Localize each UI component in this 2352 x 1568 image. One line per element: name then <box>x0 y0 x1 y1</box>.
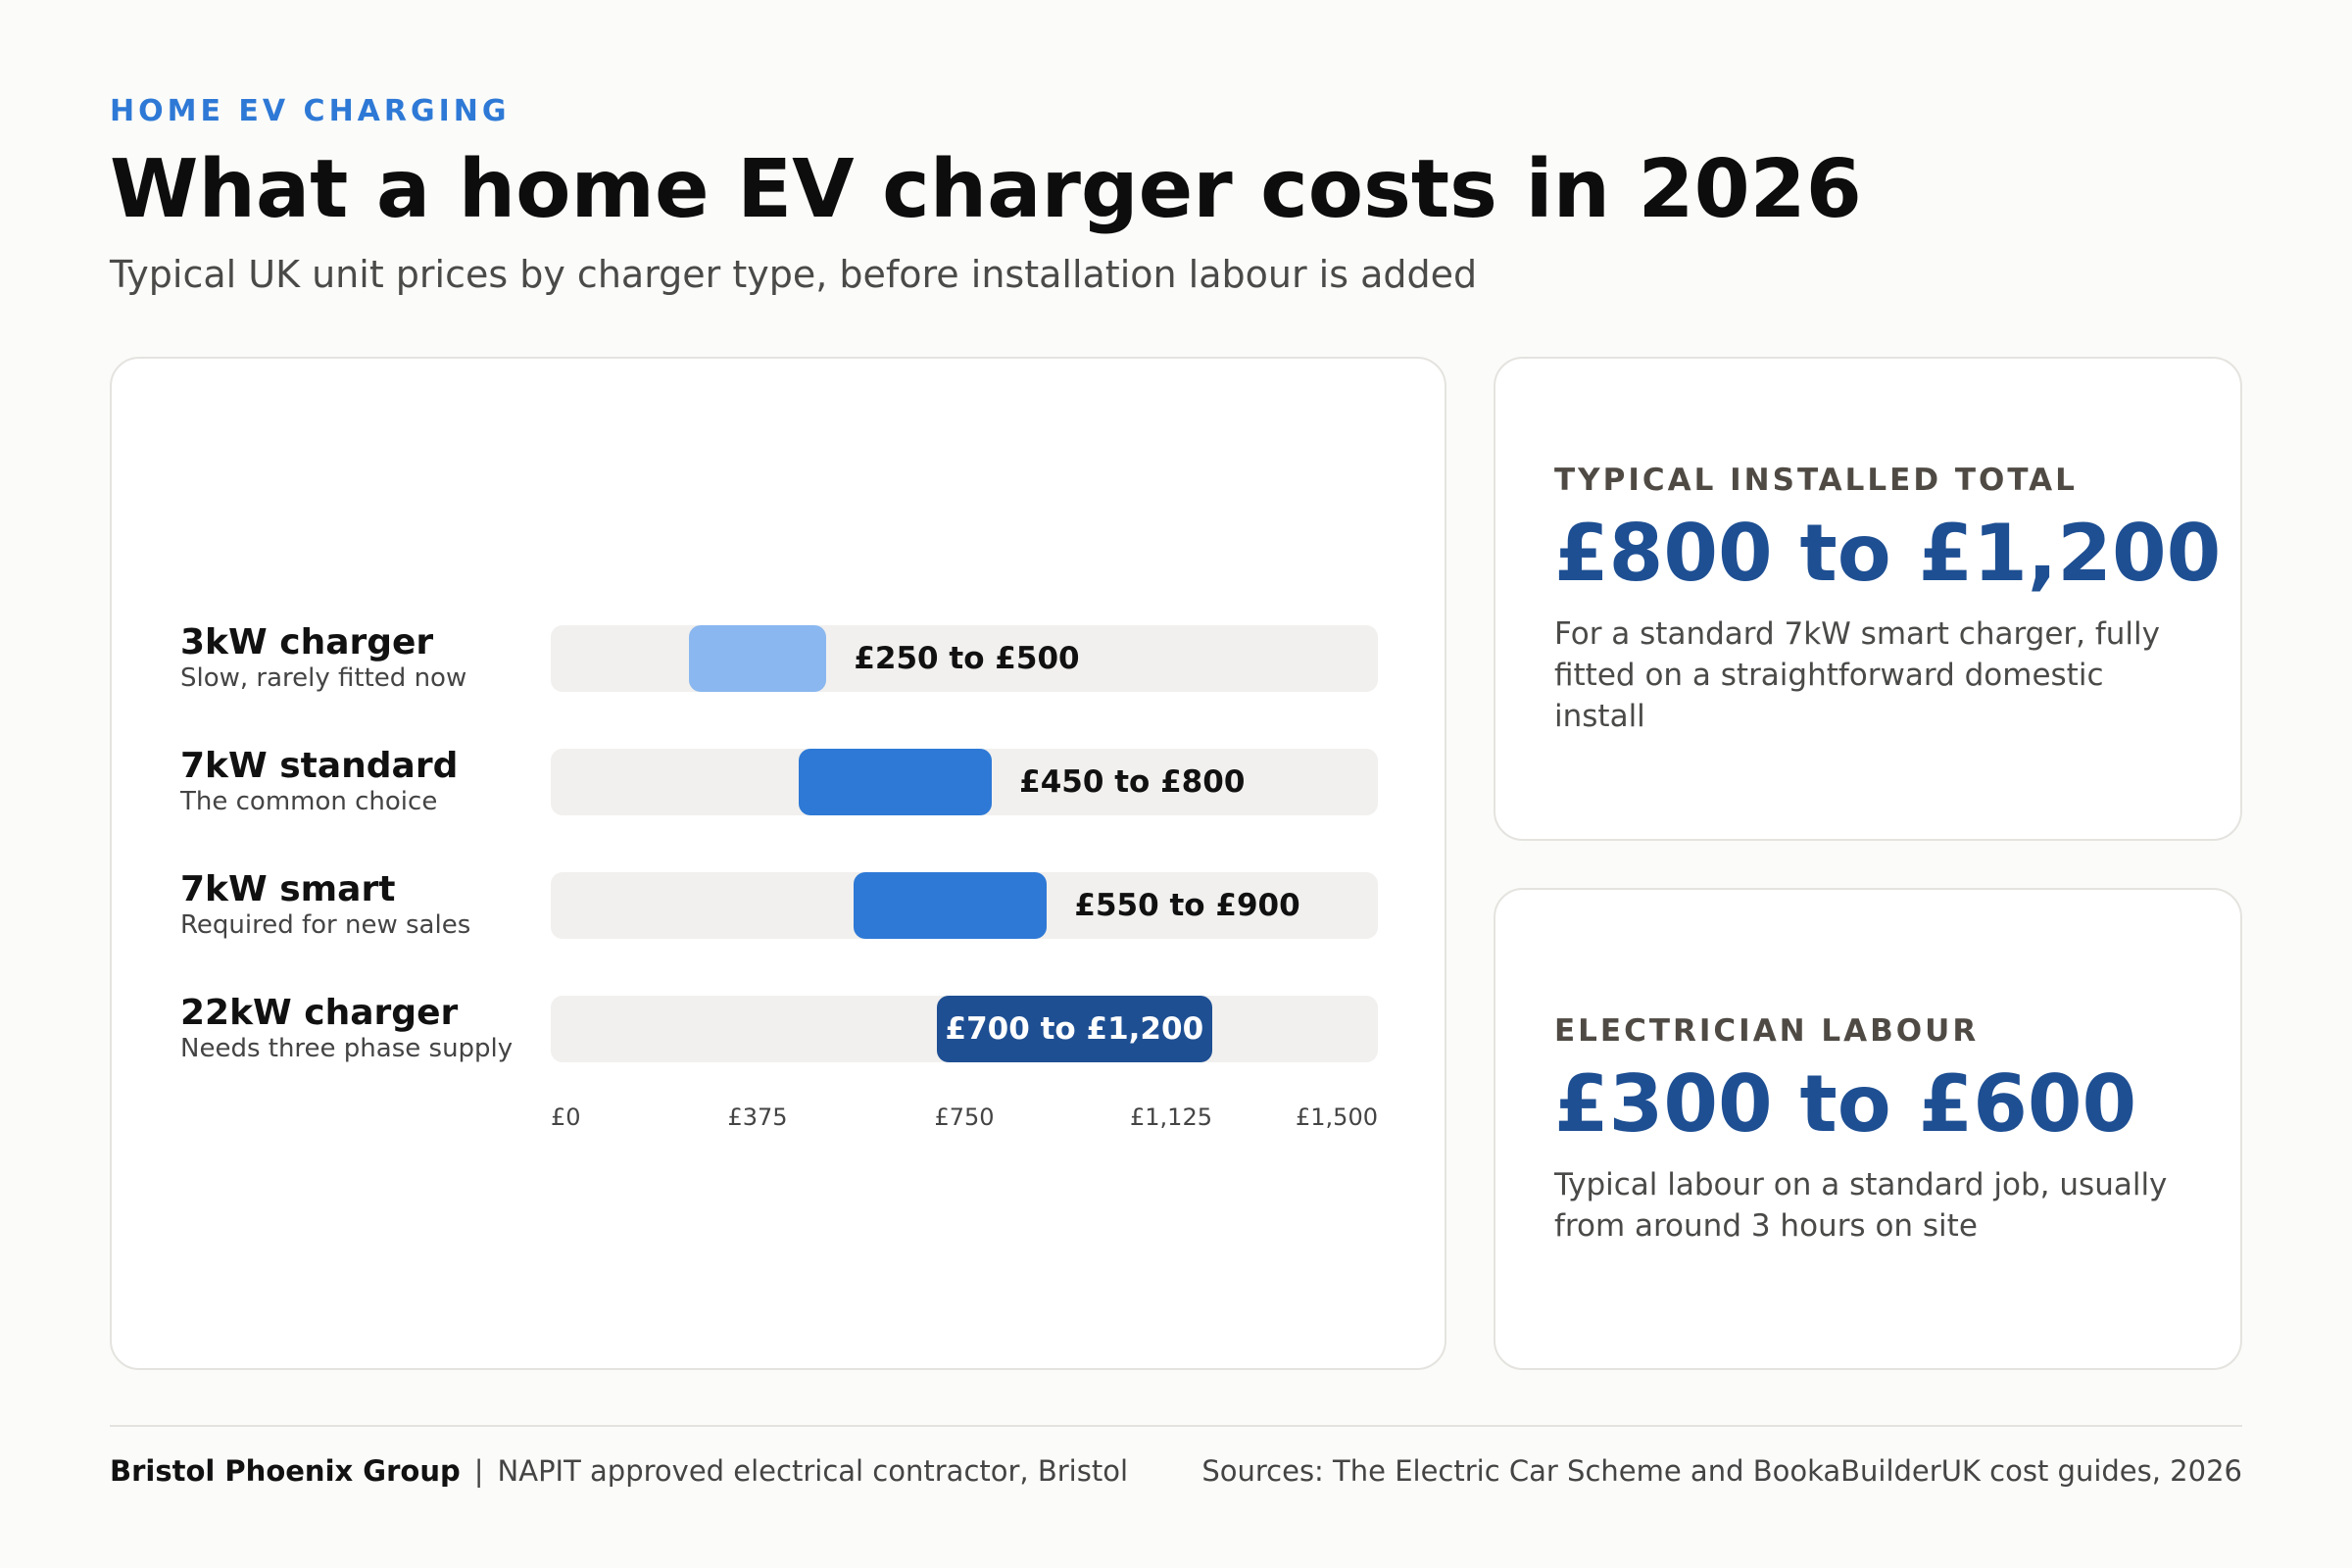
x-tick-label: £750 <box>934 1103 995 1131</box>
stat-value: £800 to £1,200 <box>1554 508 2222 599</box>
stat-eyebrow: TYPICAL INSTALLED TOTAL <box>1554 463 2078 498</box>
range-label: £450 to £800 <box>1019 764 1246 800</box>
footer-sources: Sources: The Electric Car Scheme and Boo… <box>1201 1454 2242 1488</box>
stat-description: For a standard 7kW smart charger, fully … <box>1554 616 2161 734</box>
footer-divider <box>110 1425 2242 1427</box>
page-title: What a home EV charger costs in 2026 <box>110 143 1862 236</box>
category-description: The common choice <box>180 787 438 816</box>
range-bar <box>688 625 827 692</box>
row-label: 22kW charger Needs three phase supply <box>180 994 572 1064</box>
stat-eyebrow: ELECTRICIAN LABOUR <box>1554 1013 1980 1049</box>
category-name: 7kW smart <box>180 869 396 909</box>
range-label: £250 to £500 <box>854 641 1080 676</box>
stat-description: Typical labour on a standard job, usuall… <box>1554 1167 2168 1244</box>
row-label: 7kW standard The common choice <box>180 747 572 817</box>
bar-track: £700 to £1,200 <box>551 996 1378 1062</box>
category-name: 22kW charger <box>180 993 459 1033</box>
stat-card-installed-total: TYPICAL INSTALLED TOTAL £800 to £1,200 F… <box>1494 357 2242 841</box>
page-subtitle: Typical UK unit prices by charger type, … <box>110 253 1478 296</box>
footer-brand: Bristol Phoenix Group <box>110 1454 461 1488</box>
chart-card: 3kW charger Slow, rarely fitted now £250 t… <box>110 357 1446 1370</box>
range-bar <box>936 996 1213 1062</box>
stat-card-electrician-labour: ELECTRICIAN LABOUR £300 to £600 Typical … <box>1494 888 2242 1370</box>
range-label: £700 to £1,200 <box>945 1011 1204 1047</box>
footer-tagline: NAPIT approved electrical contractor, Br… <box>497 1454 1129 1488</box>
range-bar <box>854 872 1048 939</box>
section-eyebrow: HOME EV CHARGING <box>110 94 511 128</box>
range-bar <box>799 749 993 815</box>
category-description: Slow, rarely fitted now <box>180 663 467 693</box>
category-description: Needs three phase supply <box>180 1034 514 1063</box>
x-tick-label: £1,500 <box>1296 1103 1378 1131</box>
row-label: 3kW charger Slow, rarely fitted now <box>180 623 572 694</box>
x-tick-label: £1,125 <box>1130 1103 1212 1131</box>
footer-separator: | <box>473 1454 484 1488</box>
stat-value: £300 to £600 <box>1554 1058 2137 1150</box>
bar-track: £250 to £500 <box>551 625 1378 692</box>
row-label: 7kW smart Required for new sales <box>180 870 572 941</box>
x-tick-label: £375 <box>727 1103 788 1131</box>
x-tick-label: £0 <box>551 1103 581 1131</box>
category-name: 7kW standard <box>180 746 459 786</box>
category-description: Required for new sales <box>180 910 471 940</box>
category-name: 3kW charger <box>180 622 434 662</box>
bar-track: £450 to £800 <box>551 749 1378 815</box>
footer-brand-line: Bristol Phoenix Group | NAPIT approved ele… <box>110 1454 1128 1488</box>
bar-track: £550 to £900 <box>551 872 1378 939</box>
range-label: £550 to £900 <box>1074 888 1300 923</box>
